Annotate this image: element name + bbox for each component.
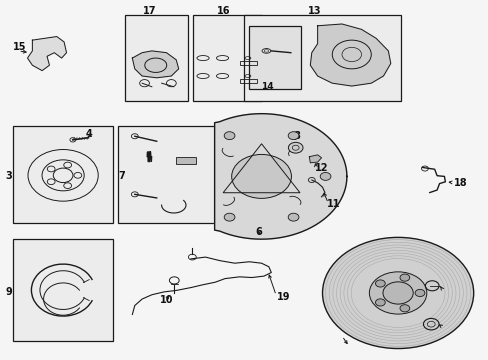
Circle shape — [399, 274, 409, 281]
Text: 19: 19 — [276, 292, 290, 302]
Bar — [118, 126, 222, 223]
Bar — [13, 126, 113, 223]
Bar — [239, 61, 256, 65]
Circle shape — [368, 272, 426, 314]
Circle shape — [375, 280, 385, 287]
Text: 15: 15 — [13, 42, 26, 52]
Circle shape — [320, 172, 330, 180]
Polygon shape — [27, 37, 66, 71]
Polygon shape — [132, 51, 178, 78]
Polygon shape — [214, 114, 346, 239]
Bar — [13, 239, 113, 341]
Circle shape — [399, 305, 409, 312]
Bar — [249, 26, 300, 89]
Bar — [244, 15, 400, 101]
Text: 4: 4 — [86, 129, 93, 139]
Text: 17: 17 — [142, 6, 156, 16]
Text: 8: 8 — [293, 131, 300, 141]
Circle shape — [288, 142, 303, 153]
Text: 9: 9 — [5, 287, 12, 297]
Text: 11: 11 — [327, 199, 340, 210]
Text: 18: 18 — [453, 178, 467, 188]
Text: 3: 3 — [5, 171, 12, 181]
Text: 7: 7 — [119, 171, 125, 181]
Bar — [193, 15, 261, 101]
Circle shape — [224, 213, 234, 221]
Bar — [239, 79, 256, 83]
Text: 10: 10 — [160, 295, 173, 305]
Circle shape — [414, 289, 424, 297]
Circle shape — [287, 132, 298, 140]
Text: 14: 14 — [260, 82, 273, 91]
Polygon shape — [309, 155, 321, 163]
Text: 12: 12 — [315, 163, 328, 173]
Bar — [125, 15, 188, 101]
Circle shape — [322, 237, 473, 348]
Circle shape — [224, 132, 234, 140]
Circle shape — [382, 282, 412, 304]
Circle shape — [287, 213, 298, 221]
Text: 16: 16 — [217, 6, 230, 16]
Circle shape — [231, 154, 291, 198]
Text: 6: 6 — [255, 227, 262, 237]
Text: 13: 13 — [307, 6, 320, 16]
Bar — [176, 157, 195, 164]
Polygon shape — [310, 24, 390, 86]
Circle shape — [375, 299, 385, 306]
